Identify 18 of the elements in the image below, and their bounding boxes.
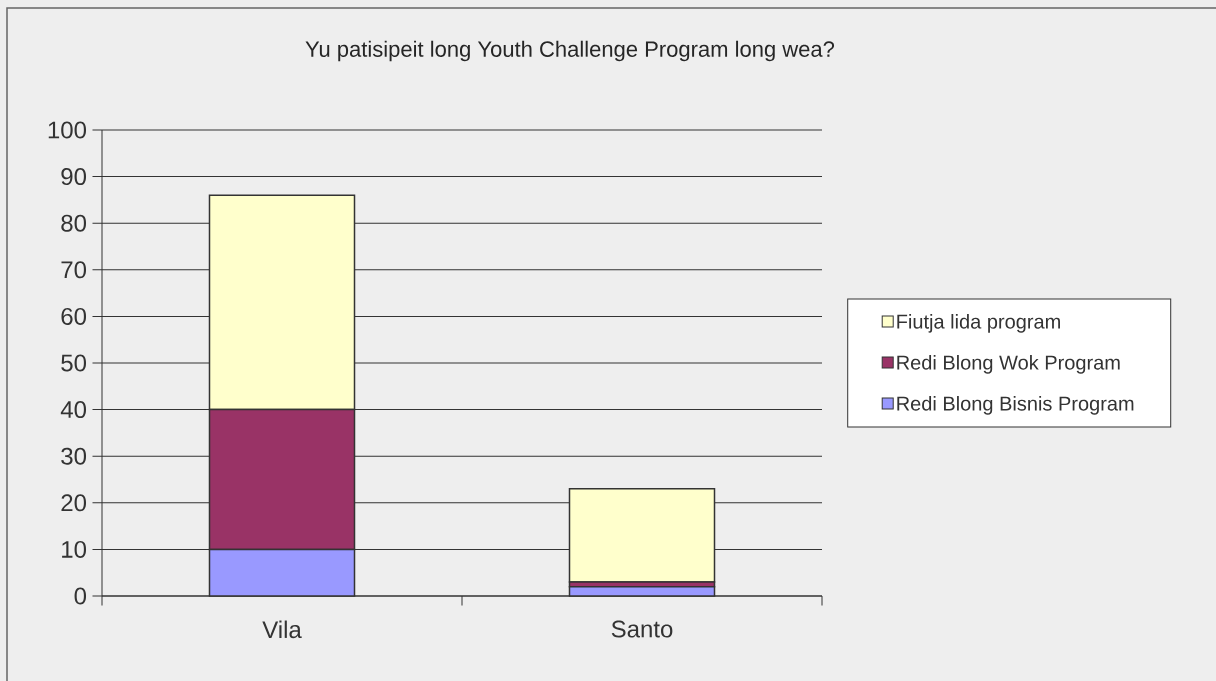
y-tick-label: 0 bbox=[74, 587, 87, 605]
x-tick-label: Santo bbox=[611, 620, 673, 638]
legend-label: Redi Blong Bisnis Program bbox=[897, 396, 1134, 415]
y-tick-label: 90 bbox=[61, 168, 87, 186]
legend-label: Redi Blong Wok Program bbox=[897, 355, 1120, 374]
y-tick-label: 50 bbox=[61, 354, 87, 372]
y-tick-label: 70 bbox=[61, 261, 87, 279]
x-tick-label: Vila bbox=[262, 620, 302, 639]
bar bbox=[568, 488, 716, 583]
chart-title: Yu patisipeit long Youth Challenge Program long wea? bbox=[305, 40, 835, 62]
legend-label: Fiutja lida program bbox=[897, 314, 1060, 333]
y-tick-label: 10 bbox=[62, 540, 87, 558]
y-tick-label: 20 bbox=[61, 494, 87, 512]
y-tick-label: 30 bbox=[61, 447, 87, 465]
y-tick-label: 40 bbox=[60, 401, 87, 419]
y-tick-label: 60 bbox=[61, 307, 87, 325]
y-tick-label: 100 bbox=[48, 121, 87, 139]
y-tick-label: 80 bbox=[61, 214, 87, 232]
